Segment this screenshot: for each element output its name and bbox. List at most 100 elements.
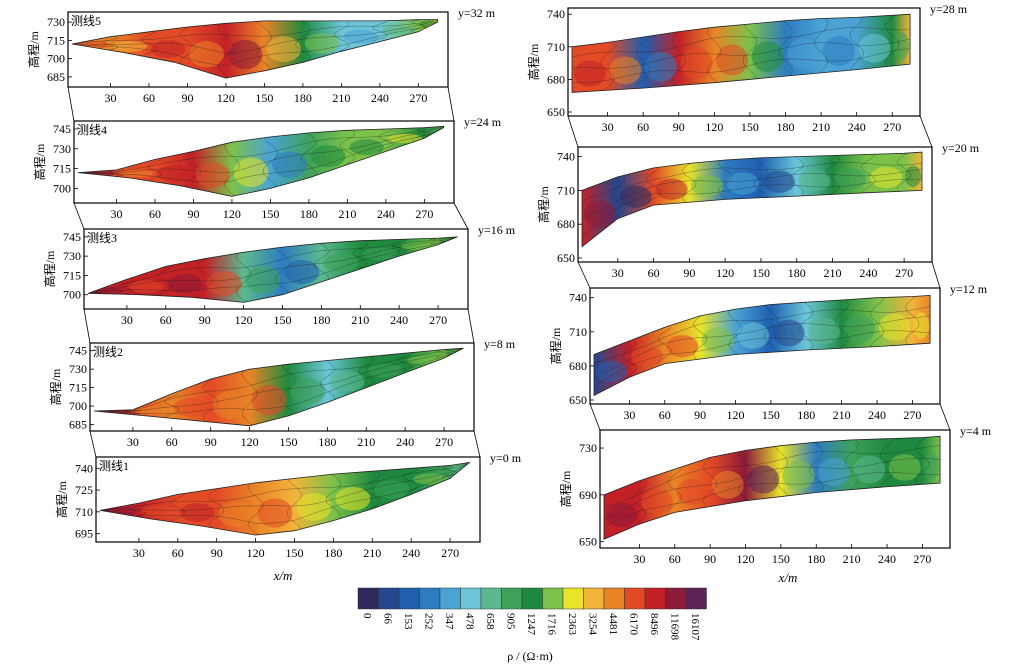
- x-tick-label: 120: [716, 266, 734, 280]
- x-tick-label: 180: [318, 435, 336, 449]
- x-tick-label: 120: [705, 120, 723, 134]
- colorbar-tick-label: 0: [361, 613, 373, 619]
- x-tick-label: 60: [659, 408, 671, 422]
- panel-name: 测线5: [71, 14, 101, 28]
- colorbar-tick-label: 153: [402, 613, 414, 630]
- x-tick-label: 90: [211, 546, 223, 560]
- colorbar-swatch: [562, 587, 584, 610]
- colorbar-swatch: [378, 587, 400, 610]
- colorbar-swatch: [357, 587, 379, 610]
- colorbar-label: ρ / (Ω·m): [507, 649, 553, 663]
- panel-frame: [577, 146, 933, 263]
- section-outline: [87, 236, 458, 303]
- y-tick-label: 715: [53, 162, 71, 176]
- colorbar-tick-label: 66: [382, 613, 394, 625]
- y-tick-label: 730: [69, 362, 87, 376]
- x-tick-label: 150: [772, 552, 790, 566]
- y-tick-label: 710: [75, 505, 93, 519]
- panel-frame: [95, 456, 481, 543]
- colorbar-tick-label: 16107: [689, 613, 701, 641]
- panel-frame: [73, 120, 455, 204]
- x-tick-label: 240: [371, 91, 389, 105]
- colorbar-swatch: [398, 587, 420, 610]
- y-tick-label: 680: [569, 359, 587, 373]
- x-tick-label: 270: [913, 552, 931, 566]
- x-tick-label: 210: [812, 120, 830, 134]
- y-tick-label: 700: [47, 52, 65, 66]
- x-tick-label: 270: [441, 546, 459, 560]
- x-tick-label: 120: [737, 552, 755, 566]
- x-tick-label: 240: [396, 435, 414, 449]
- colorbar-swatch: [521, 587, 543, 610]
- x-tick-label: 120: [241, 435, 259, 449]
- y-tick-label: 685: [47, 70, 65, 84]
- colorbar-tick-label: 4481: [607, 613, 619, 635]
- x-tick-label: 60: [160, 313, 172, 327]
- y-tick-label: 725: [75, 483, 93, 497]
- panel-name: 测线4: [77, 123, 107, 137]
- section-outline: [77, 125, 444, 197]
- y-tick-label: 690: [579, 488, 597, 502]
- profile-panel: 测线1 y=0 m 740 725 710 695 高程/m 30 60 90 120 150 180 2…: [54, 451, 522, 560]
- x-tick-label: 120: [223, 207, 241, 221]
- x-tick-label: 240: [402, 546, 420, 560]
- y-axis-label: 高程/m: [558, 470, 573, 507]
- section-outline: [99, 461, 471, 536]
- resistivity-section: [88, 236, 458, 303]
- x-axis-label-right: x/m: [778, 570, 798, 585]
- colorbar-swatch: [665, 587, 687, 610]
- profile-y-label: y=28 m: [930, 2, 968, 16]
- y-tick-label: 650: [579, 535, 597, 549]
- x-tick-label: 60: [172, 546, 184, 560]
- resistivity-section: [78, 126, 444, 197]
- y-tick-label: 730: [63, 249, 81, 263]
- profile-panel: 测线5 y=32 m 730 715 700 685 高程/m 30 60 90 120 150 180…: [26, 6, 496, 105]
- x-tick-label: 60: [143, 91, 155, 105]
- profile-y-label: y=0 m: [490, 451, 522, 465]
- y-tick-label: 650: [569, 393, 587, 407]
- resistivity-section: [94, 348, 464, 426]
- x-tick-label: 150: [741, 120, 759, 134]
- x-tick-label: 240: [390, 313, 408, 327]
- x-tick-label: 240: [878, 552, 896, 566]
- x-tick-label: 270: [895, 266, 913, 280]
- x-tick-label: 30: [623, 408, 635, 422]
- y-tick-label: 685: [69, 418, 87, 432]
- x-tick-label: 90: [673, 120, 685, 134]
- y-tick-label: 730: [579, 441, 597, 455]
- colorbar-swatch: [419, 587, 441, 610]
- colorbar-tick-label: 6170: [628, 613, 640, 636]
- colorbar-tick-label: 1716: [546, 613, 558, 636]
- section-outline: [93, 347, 464, 427]
- x-tick-label: 270: [429, 313, 447, 327]
- y-tick-label: 710: [547, 40, 565, 54]
- x-tick-label: 270: [883, 120, 901, 134]
- panel-frame: [599, 429, 951, 549]
- resistivity-section: [582, 152, 922, 247]
- x-tick-label: 60: [669, 552, 681, 566]
- colorbar-swatch: [542, 587, 564, 610]
- profile-y-label: y=20 m: [942, 141, 980, 155]
- colorbar-tick-label: 1247: [525, 613, 537, 636]
- x-tick-label: 150: [255, 91, 273, 105]
- x-tick-label: 90: [694, 408, 706, 422]
- x-tick-label: 210: [833, 408, 851, 422]
- x-axis-label-left: x/m: [273, 568, 293, 583]
- y-tick-label: 715: [63, 268, 81, 282]
- x-tick-label: 210: [332, 91, 350, 105]
- profile-panel: y=4 m 730 690 650 高程/m 30 60 90 120 150 180 210 240 2…: [558, 424, 992, 566]
- y-tick-label: 715: [69, 381, 87, 395]
- x-tick-label: 150: [752, 266, 770, 280]
- y-tick-label: 650: [547, 105, 565, 119]
- x-tick-label: 30: [133, 546, 145, 560]
- x-tick-label: 270: [435, 435, 453, 449]
- x-tick-label: 60: [166, 435, 178, 449]
- y-tick-label: 740: [557, 150, 575, 164]
- profile-panel: 测线4 y=24 m 745 730 715 700 高程/m 30 60 90 120 150 180…: [32, 115, 502, 221]
- colorbar-swatch: [624, 587, 646, 610]
- panel-connectors: [67, 86, 951, 458]
- x-tick-label: 270: [903, 408, 921, 422]
- y-axis-label: 高程/m: [42, 250, 57, 287]
- x-tick-label: 210: [843, 552, 861, 566]
- x-tick-label: 90: [181, 91, 193, 105]
